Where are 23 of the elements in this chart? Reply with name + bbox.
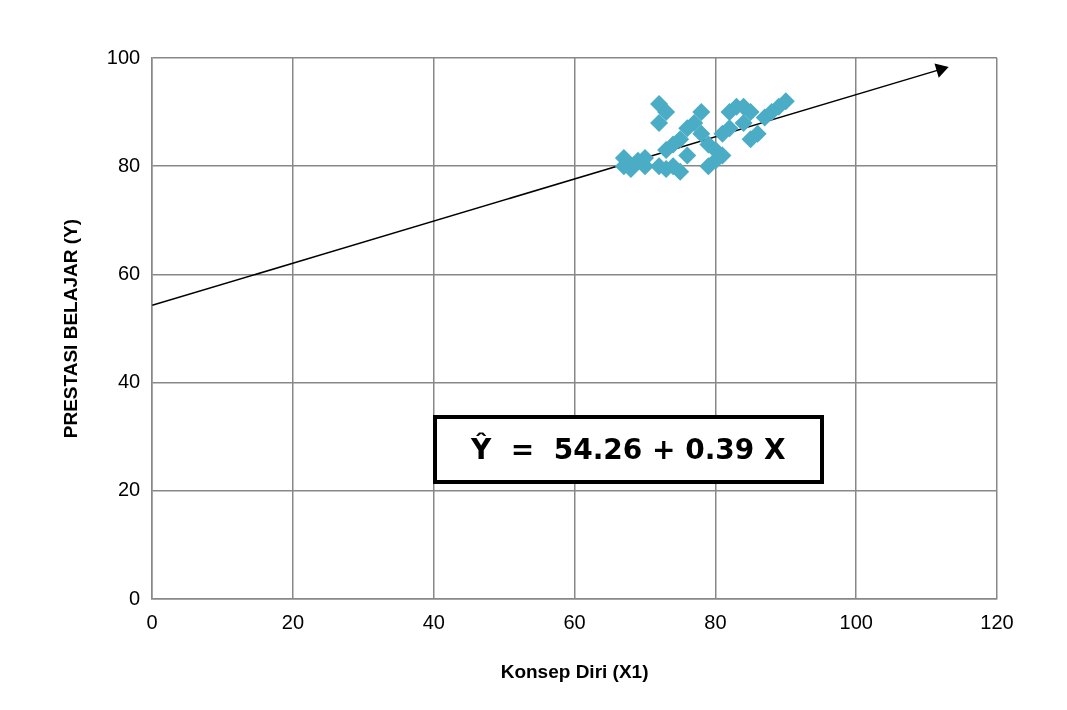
point — [734, 113, 753, 132]
x-tick-label: 100 — [839, 610, 873, 633]
x-tick-label: 120 — [980, 610, 1014, 633]
x-axis-title: Konsep Diri (X1) — [500, 660, 649, 682]
x-tick-label: 40 — [422, 610, 445, 633]
y-axis-title: PRESTASI BELAJAR (Y) — [59, 218, 81, 439]
point — [692, 124, 711, 143]
point — [657, 103, 676, 122]
y-tick-label: 0 — [129, 586, 141, 609]
annotation: Ŷ = 54.26 + 0.39 X — [433, 415, 824, 484]
x-tick-label: 80 — [704, 610, 727, 633]
y-tick-label: 20 — [117, 478, 141, 501]
point — [678, 146, 697, 165]
y-tick-label: 40 — [117, 370, 141, 393]
y-tick-label: 60 — [117, 262, 141, 284]
x-tick-label: 20 — [281, 610, 305, 633]
x-tick-label: 0 — [146, 610, 158, 633]
point — [650, 113, 669, 132]
y-tick-label: 100 — [106, 45, 141, 68]
point — [671, 162, 690, 181]
y-tick-label: 80 — [117, 153, 141, 176]
x-tick-label: 60 — [563, 610, 586, 633]
point — [692, 103, 711, 122]
